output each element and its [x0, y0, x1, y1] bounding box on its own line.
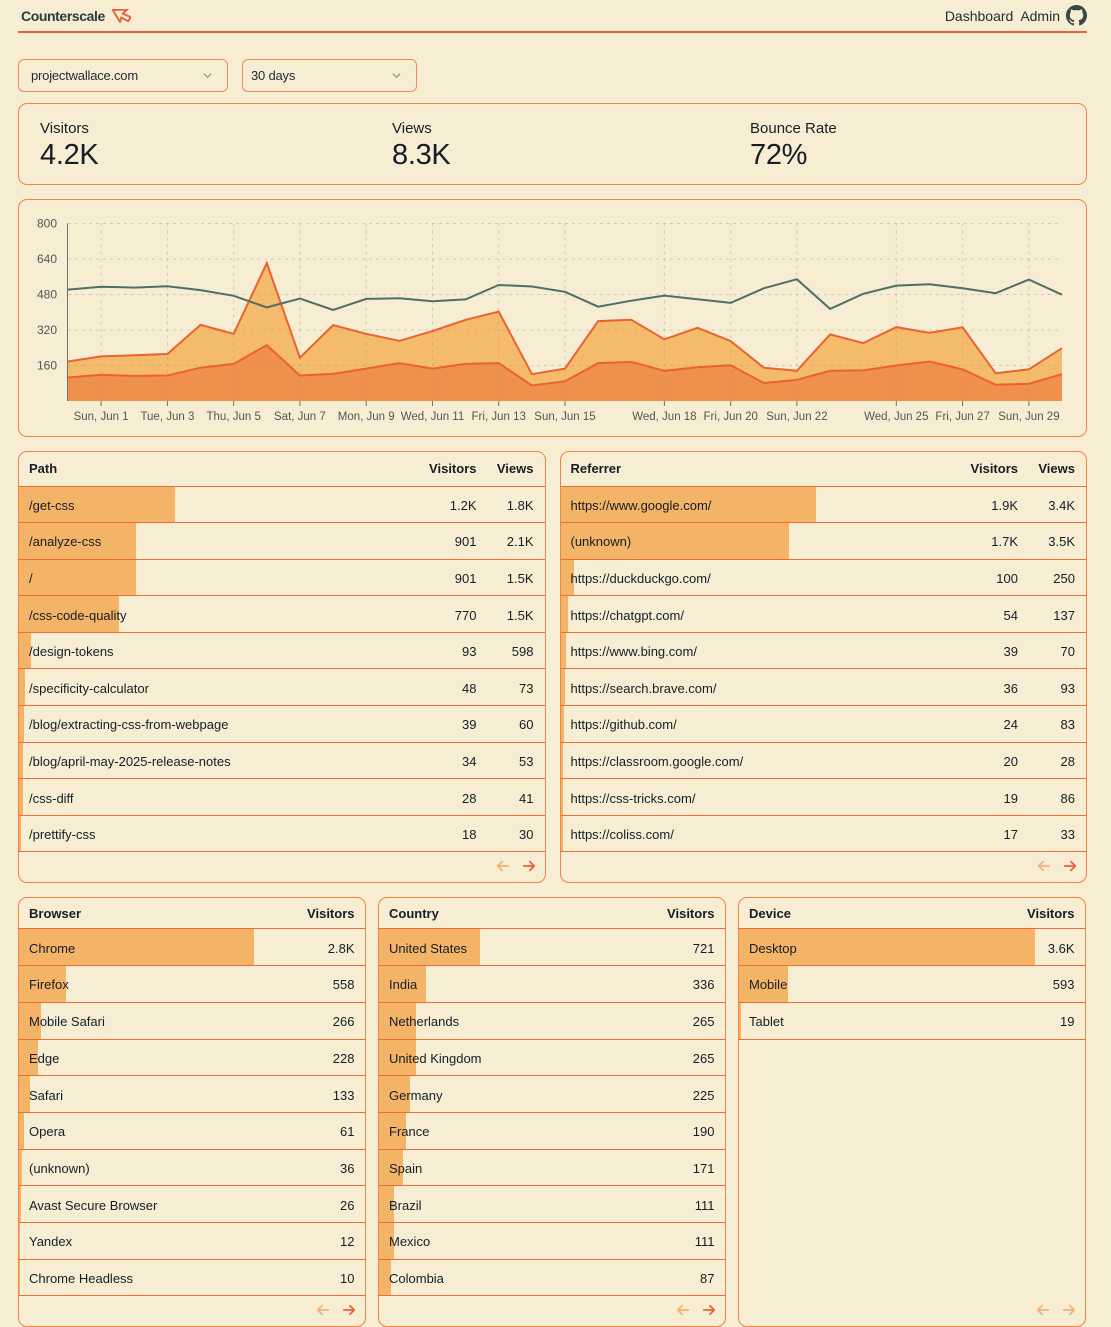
- svg-text:Fri, Jun 27: Fri, Jun 27: [935, 411, 989, 423]
- svg-text:Wed, Jun 18: Wed, Jun 18: [632, 411, 696, 423]
- svg-text:Sun, Jun 29: Sun, Jun 29: [998, 411, 1059, 423]
- svg-text:Sun, Jun 15: Sun, Jun 15: [534, 411, 595, 423]
- svg-text:Wed, Jun 25: Wed, Jun 25: [864, 411, 928, 423]
- svg-text:Thu, Jun 5: Thu, Jun 5: [207, 411, 261, 423]
- svg-text:Wed, Jun 11: Wed, Jun 11: [401, 411, 465, 423]
- svg-text:Fri, Jun 20: Fri, Jun 20: [704, 411, 758, 423]
- svg-text:480: 480: [37, 288, 57, 302]
- svg-text:Sun, Jun 1: Sun, Jun 1: [74, 411, 129, 423]
- svg-text:Tue, Jun 3: Tue, Jun 3: [140, 411, 194, 423]
- svg-text:640: 640: [37, 252, 57, 266]
- svg-text:Fri, Jun 13: Fri, Jun 13: [472, 411, 526, 423]
- svg-text:320: 320: [37, 323, 57, 337]
- svg-text:Sat, Jun 7: Sat, Jun 7: [274, 411, 326, 423]
- svg-text:800: 800: [37, 217, 57, 231]
- svg-text:Mon, Jun 9: Mon, Jun 9: [338, 411, 395, 423]
- svg-text:Sun, Jun 22: Sun, Jun 22: [766, 411, 827, 423]
- svg-text:160: 160: [37, 359, 57, 373]
